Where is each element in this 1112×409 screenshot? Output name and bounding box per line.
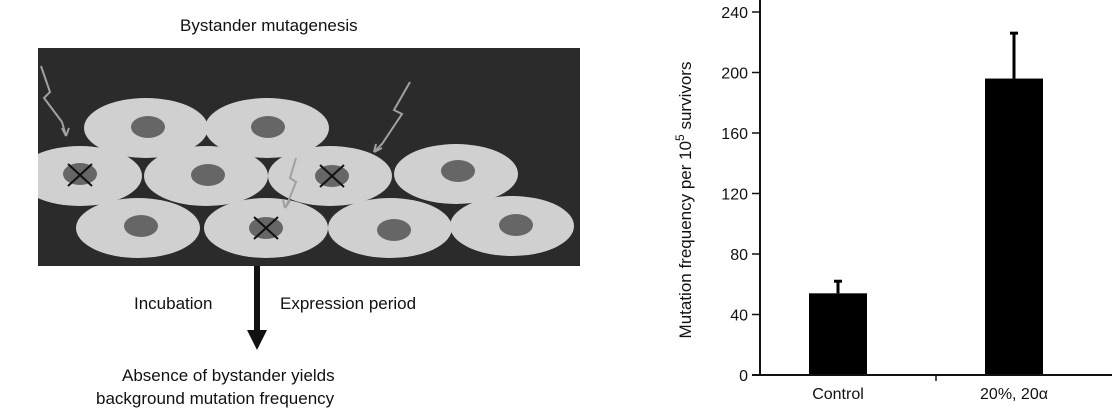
- cell-irradiated: [268, 146, 392, 206]
- mutation-frequency-chart: 0 40 80 120 160 200 240 Control 20%, 20α Mutati…: [673, 0, 1112, 403]
- cell: [450, 196, 574, 256]
- x-tick-label: 20%, 20α: [980, 386, 1048, 403]
- outcome-text-line1: Absence of bystander yields: [122, 366, 335, 385]
- cell: [394, 144, 518, 204]
- y-axis-label-main: Mutation frequency per 10: [676, 141, 695, 339]
- y-axis-label: Mutation frequency per 105 survivors: [673, 62, 695, 339]
- damage-x-mark: [253, 216, 279, 240]
- nucleus: [377, 219, 411, 241]
- y-tick-label: 80: [730, 247, 748, 264]
- radiation-arrow: [373, 81, 411, 153]
- nucleus: [499, 214, 533, 236]
- y-axis-label-tail: survivors: [676, 62, 695, 135]
- damage-x-mark: [67, 163, 93, 187]
- y-tick-label: 0: [739, 368, 748, 385]
- y-axis-label-superscript: 5: [673, 134, 687, 141]
- nucleus: [124, 215, 158, 237]
- incubation-label: Incubation: [134, 294, 213, 313]
- cell: [84, 98, 208, 158]
- nucleus: [441, 160, 475, 182]
- y-axis-ticks: 0 40 80 120 160 200 240: [721, 5, 760, 385]
- y-tick-label: 120: [721, 187, 748, 204]
- bars: [809, 31, 1043, 376]
- x-tick-label: Control: [812, 386, 864, 403]
- cell: [76, 198, 200, 258]
- cell: [205, 98, 329, 158]
- outcome-text-line2: background mutation frequency: [96, 389, 335, 408]
- radiation-arrow: [40, 65, 70, 137]
- nucleus: [191, 164, 225, 186]
- cell-irradiated: [204, 198, 328, 258]
- nucleus: [131, 116, 165, 138]
- damage-x-mark: [319, 164, 345, 188]
- cell: [328, 198, 452, 258]
- expression-period-label: Expression period: [280, 294, 417, 313]
- nucleus: [251, 116, 285, 138]
- y-tick-label: 160: [721, 126, 748, 143]
- cell-diagram-panel: [38, 48, 580, 266]
- cell-irradiated: [38, 146, 142, 206]
- y-tick-label: 240: [721, 5, 748, 22]
- cell: [144, 146, 268, 206]
- bar: [985, 78, 1043, 376]
- x-tick-labels: Control 20%, 20α: [812, 386, 1048, 403]
- radiation-arrow: [282, 157, 298, 209]
- diagram-title: Bystander mutagenesis: [180, 16, 358, 35]
- bar: [809, 293, 867, 375]
- y-tick-label: 200: [721, 66, 748, 83]
- process-down-arrow: [247, 266, 267, 350]
- y-tick-label: 40: [730, 308, 748, 325]
